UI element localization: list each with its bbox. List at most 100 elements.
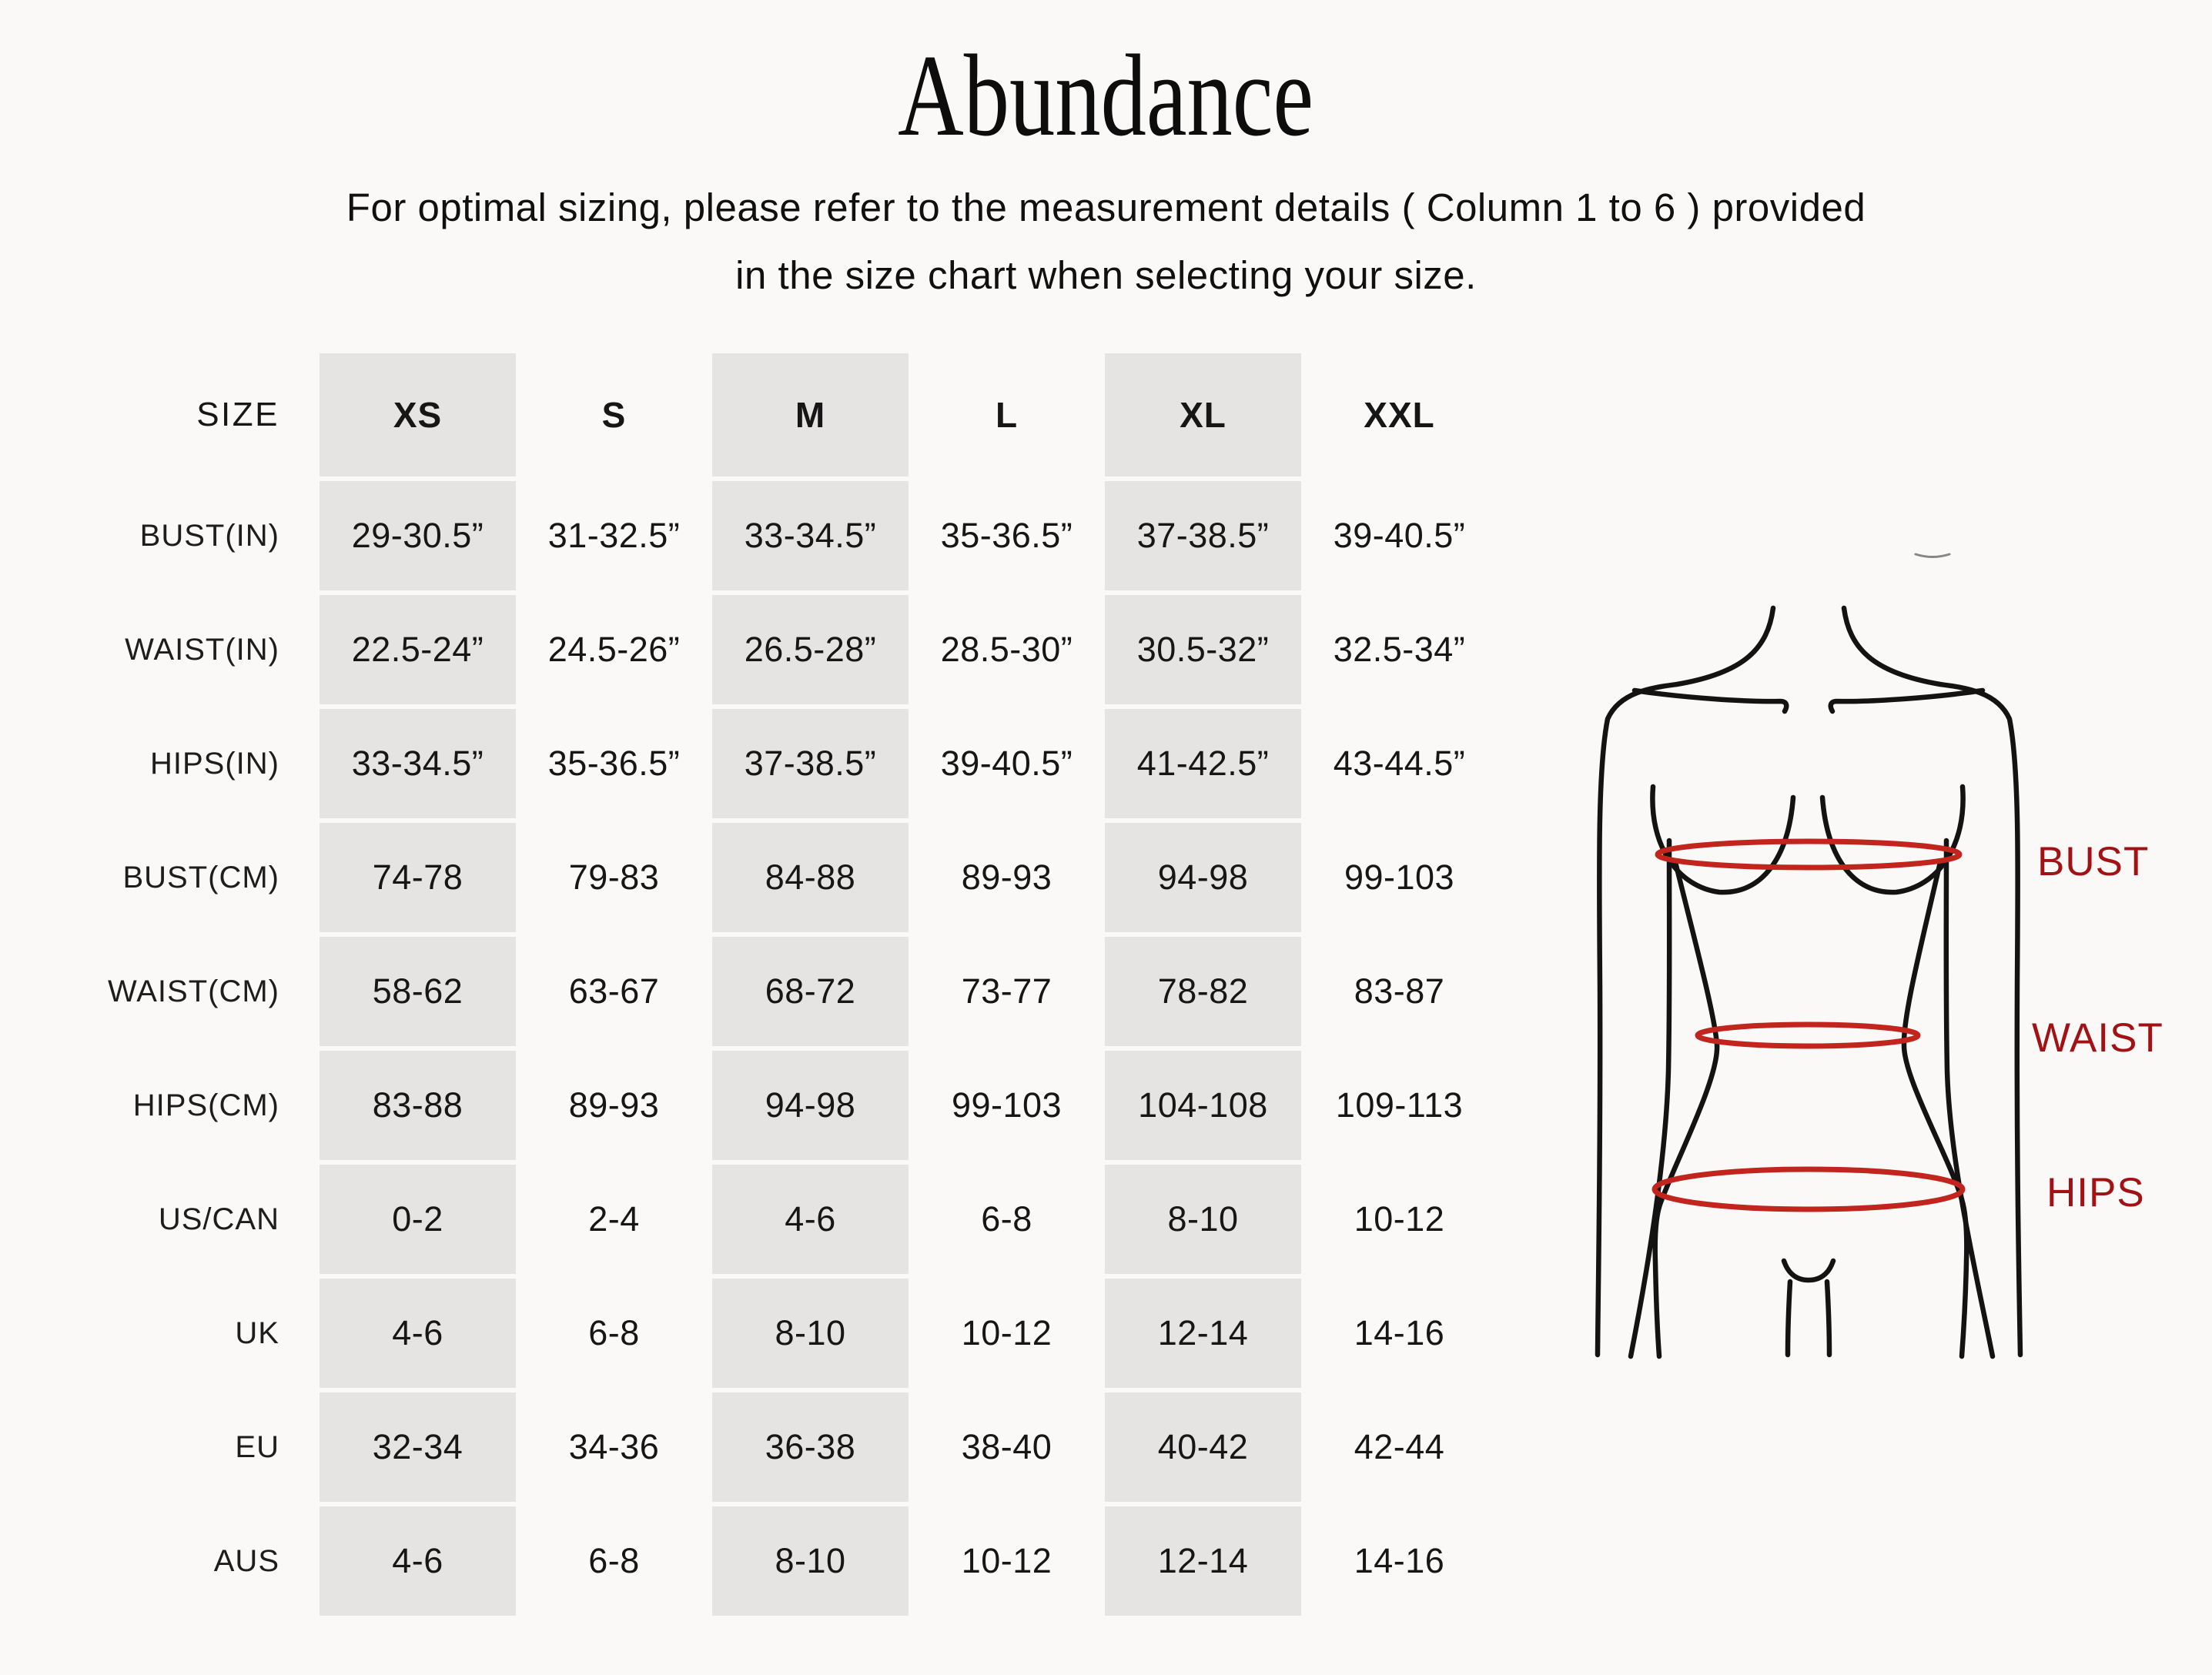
torso-right-outline xyxy=(1841,605,2023,1358)
size-chart-cell: 32.5-34” xyxy=(1301,595,1498,709)
column-header-size: SIZE xyxy=(46,353,320,481)
bust-label: BUST xyxy=(2037,839,2149,884)
size-chart-cell: 89-93 xyxy=(909,823,1105,937)
size-chart-cell: 89-93 xyxy=(516,1051,712,1165)
size-chart-cell: 39-40.5” xyxy=(909,709,1105,823)
size-chart-cell: 26.5-28” xyxy=(712,595,909,709)
size-chart-cell: 12-14 xyxy=(1105,1506,1301,1620)
left-arm-inner-line xyxy=(1628,838,1672,1359)
size-chart-cell: 83-87 xyxy=(1301,937,1498,1051)
size-chart-cell: 84-88 xyxy=(712,823,909,937)
right-breast-curve xyxy=(1819,784,1966,895)
size-chart-cell: 10-12 xyxy=(909,1506,1105,1620)
size-chart-cell: 29-30.5” xyxy=(320,481,516,595)
right-arm-inner-line xyxy=(1943,838,1996,1359)
size-chart-cell: 14-16 xyxy=(1301,1506,1498,1620)
size-chart-cell: 14-16 xyxy=(1301,1279,1498,1392)
size-chart-cell: 24.5-26” xyxy=(516,595,712,709)
size-chart-cell: 6-8 xyxy=(909,1165,1105,1279)
left-inner-thigh-line xyxy=(1785,1279,1793,1358)
size-chart-cell: 38-40 xyxy=(909,1392,1105,1506)
size-chart-cell: 10-12 xyxy=(1301,1165,1498,1279)
column-header-xxl: XXL xyxy=(1301,353,1498,481)
sizing-instructions-line1: For optimal sizing, please refer to the … xyxy=(346,186,1866,229)
size-chart-cell: 22.5-24” xyxy=(320,595,516,709)
size-chart-cell: 94-98 xyxy=(712,1051,909,1165)
size-chart-cell: 99-103 xyxy=(1301,823,1498,937)
column-header-xl: XL xyxy=(1105,353,1301,481)
sizing-instructions: For optimal sizing, please refer to the … xyxy=(0,174,2212,309)
size-chart-cell: 2-4 xyxy=(516,1165,712,1279)
size-chart-cell: 73-77 xyxy=(909,937,1105,1051)
size-chart-cell: 63-67 xyxy=(516,937,712,1051)
right-torso-side-line xyxy=(1901,859,1969,1359)
body-measurement-diagram: BUST WAIST HIPS xyxy=(1595,553,2163,1359)
size-chart-cell: 30.5-32” xyxy=(1105,595,1301,709)
row-label-us-can: US/CAN xyxy=(46,1165,320,1279)
hips-label: HIPS xyxy=(2046,1170,2145,1215)
size-chart-cell: 35-36.5” xyxy=(516,709,712,823)
size-chart-cell: 8-10 xyxy=(1105,1165,1301,1279)
size-chart-cell: 79-83 xyxy=(516,823,712,937)
row-label-aus: AUS xyxy=(46,1506,320,1620)
left-collarbone-line xyxy=(1631,687,1789,714)
size-chart-cell: 4-6 xyxy=(712,1165,909,1279)
size-chart-cell: 41-42.5” xyxy=(1105,709,1301,823)
size-chart-cell: 8-10 xyxy=(712,1279,909,1392)
size-chart-cell: 43-44.5” xyxy=(1301,709,1498,823)
column-header-m: M xyxy=(712,353,909,481)
size-chart-cell: 35-36.5” xyxy=(909,481,1105,595)
size-chart-cell: 40-42 xyxy=(1105,1392,1301,1506)
size-chart-cell: 8-10 xyxy=(712,1506,909,1620)
column-header-s: S xyxy=(516,353,712,481)
size-chart-cell: 42-44 xyxy=(1301,1392,1498,1506)
size-chart-cell: 36-38 xyxy=(712,1392,909,1506)
bust-measure-ellipse xyxy=(1655,838,1963,871)
size-chart-cell: 31-32.5” xyxy=(516,481,712,595)
size-chart-table: SIZE XS S M L XL XXL BUST(IN) 29-30.5” 3… xyxy=(46,353,1498,1620)
row-label-hips-cm: HIPS(CM) xyxy=(46,1051,320,1165)
right-inner-thigh-line xyxy=(1824,1279,1832,1358)
waist-measure-ellipse xyxy=(1695,1021,1921,1049)
torso-left-outline xyxy=(1595,605,1776,1358)
right-collarbone-line xyxy=(1828,687,1986,714)
size-chart-cell: 58-62 xyxy=(320,937,516,1051)
size-chart-cell: 109-113 xyxy=(1301,1051,1498,1165)
row-label-hips-in: HIPS(IN) xyxy=(46,709,320,823)
size-chart-cell: 83-88 xyxy=(320,1051,516,1165)
row-label-waist-in: WAIST(IN) xyxy=(46,595,320,709)
size-chart-cell: 32-34 xyxy=(320,1392,516,1506)
size-chart-cell: 68-72 xyxy=(712,937,909,1051)
row-label-uk: UK xyxy=(46,1279,320,1392)
size-chart-cell: 0-2 xyxy=(320,1165,516,1279)
left-torso-side-line xyxy=(1652,859,1720,1359)
size-chart-cell: 6-8 xyxy=(516,1506,712,1620)
size-chart-cell: 94-98 xyxy=(1105,823,1301,937)
size-chart-cell: 74-78 xyxy=(320,823,516,937)
size-chart-cell: 37-38.5” xyxy=(712,709,909,823)
size-chart-cell: 39-40.5” xyxy=(1301,481,1498,595)
size-chart-cell: 6-8 xyxy=(516,1279,712,1392)
stray-sketch-mark xyxy=(1914,553,1951,558)
size-chart-cell: 104-108 xyxy=(1105,1051,1301,1165)
left-breast-curve xyxy=(1650,784,1796,895)
size-chart-cell: 99-103 xyxy=(909,1051,1105,1165)
row-label-bust-cm: BUST(CM) xyxy=(46,823,320,937)
size-chart-cell: 78-82 xyxy=(1105,937,1301,1051)
column-header-xs: XS xyxy=(320,353,516,481)
size-chart-cell: 33-34.5” xyxy=(712,481,909,595)
column-header-l: L xyxy=(909,353,1105,481)
size-chart-cell: 33-34.5” xyxy=(320,709,516,823)
size-chart-cell: 37-38.5” xyxy=(1105,481,1301,595)
row-label-eu: EU xyxy=(46,1392,320,1506)
size-chart-cell: 34-36 xyxy=(516,1392,712,1506)
size-chart-cell: 10-12 xyxy=(909,1279,1105,1392)
hips-measure-ellipse xyxy=(1651,1166,1966,1212)
waist-label: WAIST xyxy=(2032,1015,2163,1061)
size-chart-cell: 12-14 xyxy=(1105,1279,1301,1392)
row-label-bust-in: BUST(IN) xyxy=(46,481,320,595)
crotch-curve xyxy=(1781,1258,1836,1283)
sizing-instructions-line2: in the size chart when selecting your si… xyxy=(735,253,1477,297)
size-chart-cell: 4-6 xyxy=(320,1506,516,1620)
